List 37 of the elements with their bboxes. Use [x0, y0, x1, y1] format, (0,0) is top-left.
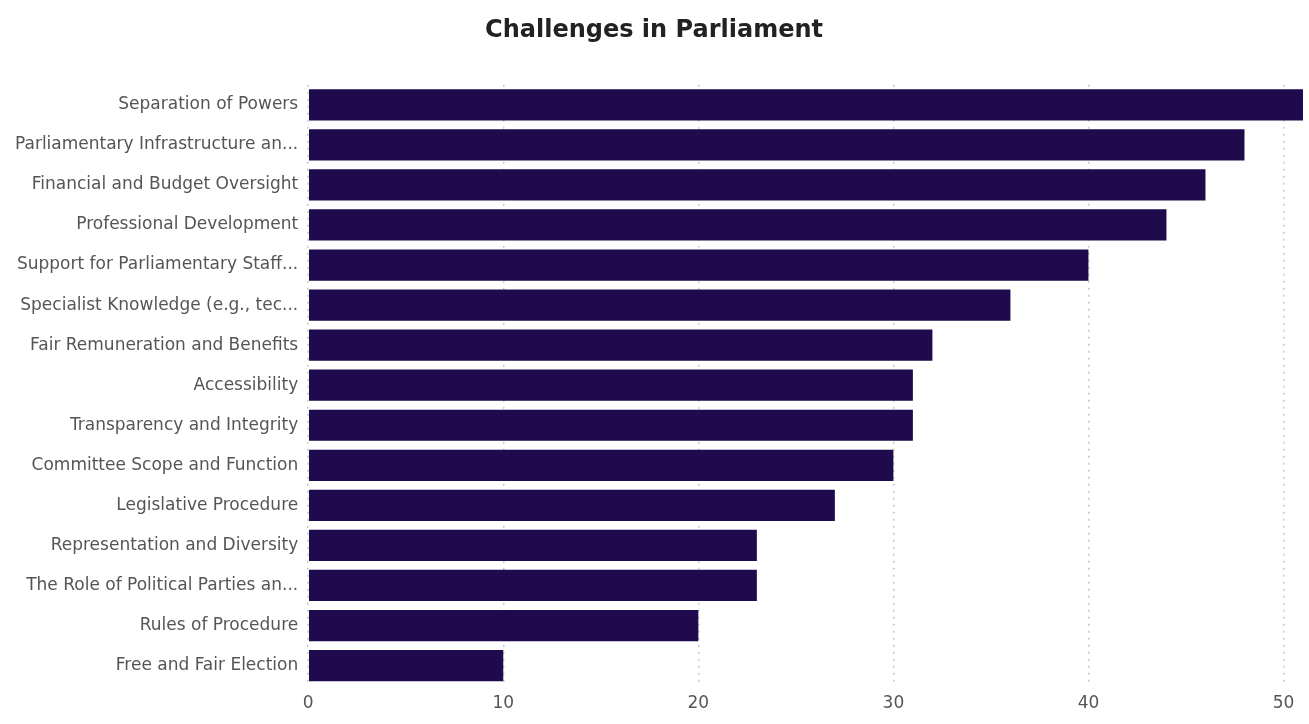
bar — [308, 489, 835, 521]
bar — [308, 409, 913, 441]
bar — [308, 649, 504, 682]
bar — [308, 569, 757, 602]
y-tick-label: Professional Development — [76, 213, 299, 234]
bar — [308, 289, 1011, 321]
y-tick-label: Separation of Powers — [118, 93, 299, 114]
y-tick-label: Support for Parliamentary Staff... — [16, 253, 299, 274]
y-tick-label: Accessibility — [193, 373, 299, 394]
y-tick-label: Free and Fair Election — [115, 654, 299, 674]
y-tick-label: Parliamentary Infrastructure an... — [14, 133, 299, 154]
y-tick-label: Fair Remuneration and Benefits — [30, 333, 299, 354]
bar — [308, 169, 1206, 201]
x-tick-label: 10 — [492, 692, 515, 713]
y-tick-label: Specialist Knowledge (e.g., tec... — [20, 293, 299, 314]
x-tick-label: 30 — [882, 692, 905, 713]
y-tick-label: Legislative Procedure — [116, 493, 299, 514]
bar — [308, 249, 1089, 281]
x-tick-label: 40 — [1077, 692, 1100, 713]
x-tick-label: 20 — [687, 692, 710, 713]
y-tick-label: Financial and Budget Oversight — [31, 173, 299, 194]
y-tick-label: The Role of Political Parties an... — [25, 573, 299, 594]
bar — [308, 329, 933, 361]
chart-title: Challenges in Parliament — [485, 14, 823, 43]
x-tick-label: 0 — [302, 692, 314, 713]
bar — [308, 129, 1245, 161]
bar — [308, 89, 1303, 121]
bar — [308, 449, 894, 481]
y-tick-label: Rules of Procedure — [139, 613, 299, 634]
bar — [308, 529, 757, 562]
bar — [308, 209, 1167, 241]
y-tick-label: Representation and Diversity — [50, 533, 299, 554]
y-tick-label: Transparency and Integrity — [68, 413, 299, 434]
bar — [308, 369, 913, 401]
x-tick-label: 50 — [1272, 692, 1295, 713]
y-tick-label: Committee Scope and Function — [31, 453, 299, 474]
bar — [308, 609, 699, 642]
